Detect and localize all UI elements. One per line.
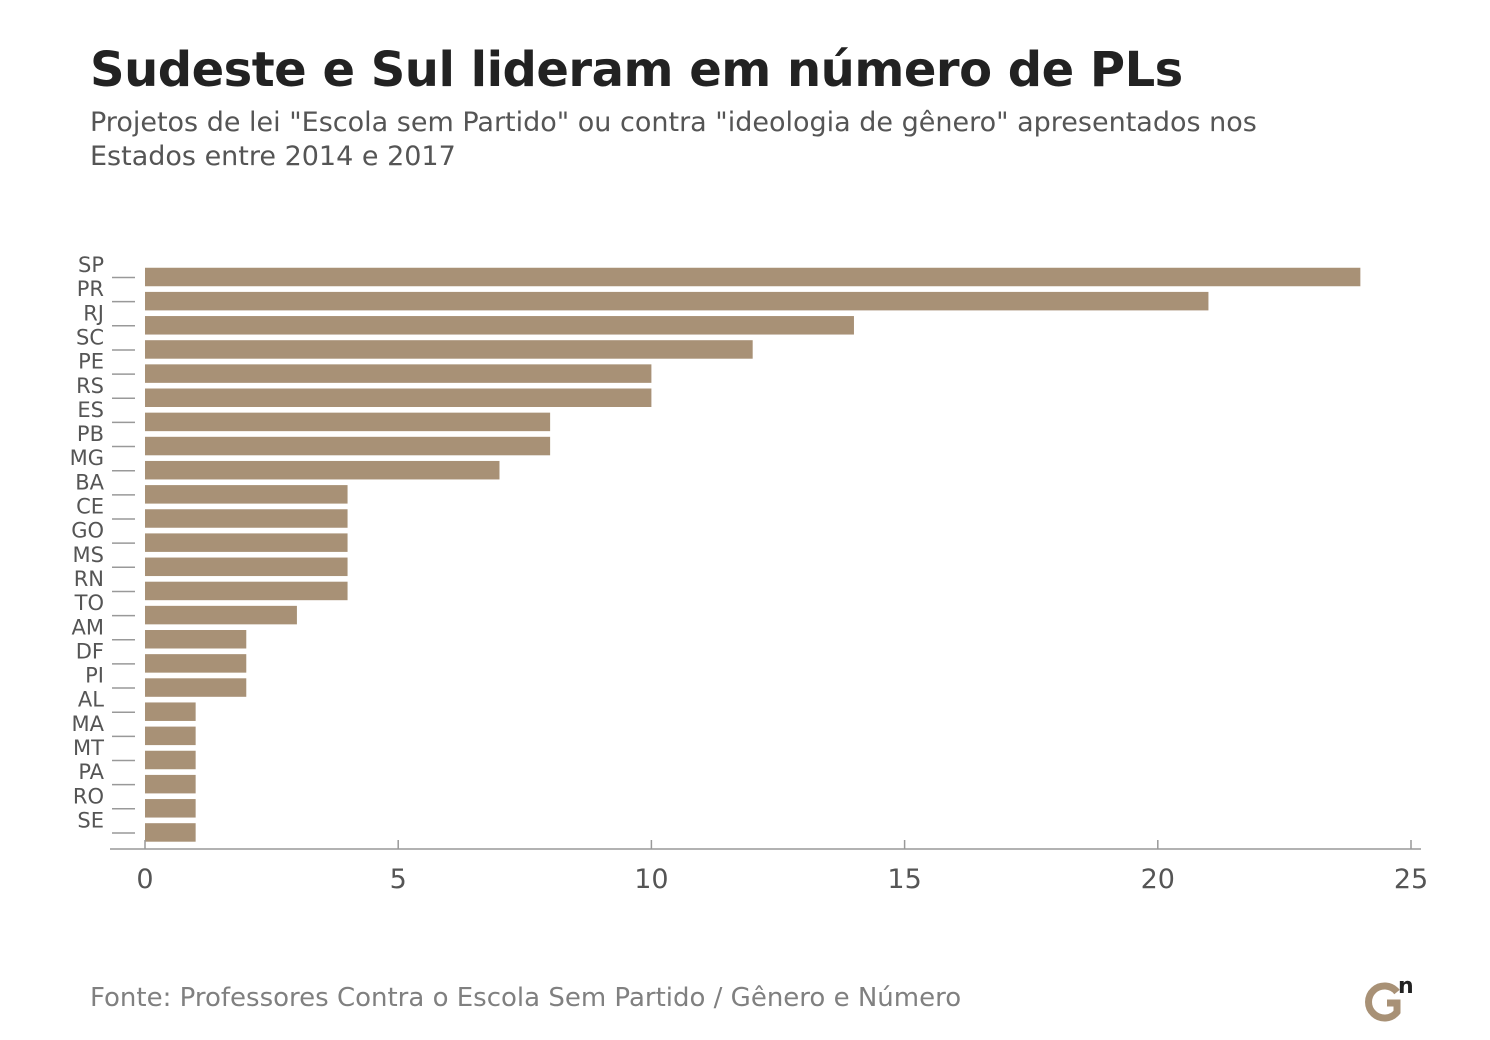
- y-label-pe: PE: [78, 350, 104, 374]
- x-tick-label-0: 0: [136, 864, 153, 895]
- bar-se: [145, 823, 196, 842]
- x-tick-label-15: 15: [887, 864, 921, 895]
- y-label-rs: RS: [76, 374, 104, 398]
- genero-e-numero-logo: n: [1365, 974, 1414, 1022]
- y-label-pi: PI: [85, 664, 104, 688]
- x-tick-label-25: 25: [1394, 864, 1428, 895]
- bar-pb: [145, 436, 551, 456]
- bar-am: [145, 630, 247, 649]
- y-label-df: DF: [76, 639, 104, 663]
- bar-go: [145, 533, 348, 552]
- y-label-mg: MG: [70, 446, 104, 470]
- chart-subtitle: Projetos de lei "Escola sem Partido" ou …: [90, 107, 1257, 172]
- y-label-ro: RO: [73, 784, 104, 808]
- bar-ro: [145, 799, 196, 818]
- y-label-pr: PR: [77, 277, 104, 301]
- bar-mt: [145, 750, 196, 770]
- bar-rs: [145, 388, 652, 407]
- y-label-ce: CE: [76, 495, 104, 519]
- source-note: Fonte: Professores Contra o Escola Sem P…: [90, 983, 962, 1013]
- bar-to: [145, 605, 297, 625]
- chart-title: Sudeste e Sul lideram em número de PLs: [90, 42, 1183, 98]
- y-label-al: AL: [78, 688, 104, 712]
- y-label-mt: MT: [73, 736, 104, 760]
- y-label-ba: BA: [75, 470, 104, 494]
- y-label-am: AM: [72, 615, 104, 639]
- x-tick-label-20: 20: [1141, 864, 1175, 895]
- bar-ce: [145, 509, 348, 528]
- bars-layer: [145, 267, 1361, 842]
- y-label-rj: RJ: [83, 301, 104, 325]
- bar-pe: [145, 364, 652, 383]
- y-label-go: GO: [71, 519, 104, 543]
- y-label-sp: SP: [78, 253, 104, 277]
- bar-mg: [145, 460, 500, 480]
- bar-ba: [145, 485, 348, 504]
- bar-pa: [145, 774, 196, 794]
- x-tick-label-5: 5: [390, 864, 407, 895]
- bar-ma: [145, 726, 196, 746]
- bar-rj: [145, 316, 854, 335]
- y-label-se: SE: [77, 808, 104, 832]
- bar-rn: [145, 581, 348, 601]
- x-axis-ticks: 0 5 10 15 20 25: [136, 840, 1428, 895]
- bar-al: [145, 702, 196, 721]
- bar-ms: [145, 557, 348, 577]
- logo-n-letter: n: [1398, 974, 1414, 999]
- bar-pi: [145, 678, 247, 697]
- bar-sp: [145, 267, 1361, 287]
- y-axis-ticks: [112, 276, 135, 834]
- bar-df: [145, 654, 247, 673]
- bar-es: [145, 412, 551, 432]
- y-label-ma: MA: [72, 712, 105, 736]
- logo-g-letter: [1365, 982, 1401, 1022]
- y-label-ms: MS: [73, 543, 104, 567]
- bar-pr: [145, 291, 1209, 311]
- y-label-pa: PA: [78, 760, 104, 784]
- bar-sc: [145, 340, 753, 359]
- y-label-to: TO: [74, 591, 104, 615]
- y-label-sc: SC: [76, 325, 104, 349]
- y-label-rn: RN: [74, 567, 104, 591]
- y-label-es: ES: [77, 398, 104, 422]
- y-label-pb: PB: [77, 422, 104, 446]
- x-tick-label-10: 10: [634, 864, 668, 895]
- y-axis-labels: SPPRRJSCPERSESPBMGBACEGOMSRNTOAMDFPIALMA…: [70, 253, 105, 832]
